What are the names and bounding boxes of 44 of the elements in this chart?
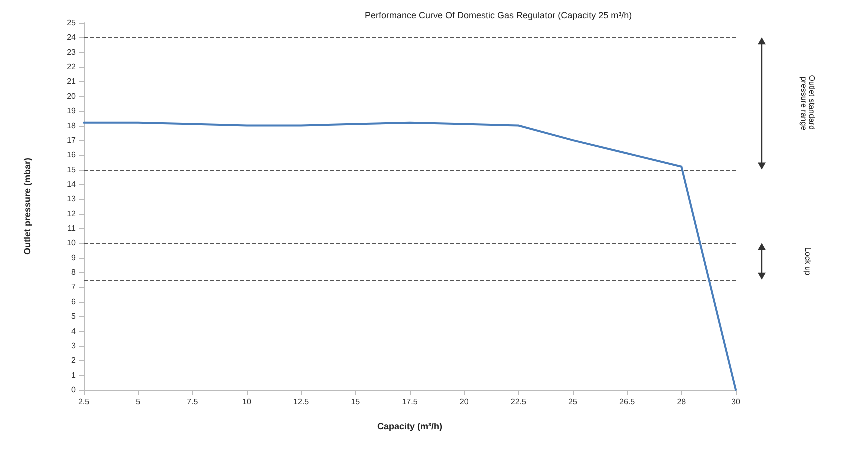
chart-title: Performance Curve Of Domestic Gas Regulator (Capacity 25 m³/h) bbox=[365, 10, 632, 20]
x-tick-label: 12.5 bbox=[294, 398, 310, 406]
x-tick-label: 7.5 bbox=[187, 398, 199, 406]
x-tick-label: 30 bbox=[732, 398, 741, 406]
x-tick-label: 5 bbox=[136, 398, 142, 406]
y-tick-label: 7 bbox=[72, 282, 77, 292]
y-tick-label: 19 bbox=[67, 106, 77, 116]
x-axis-title: Capacity (m³/h) bbox=[377, 422, 443, 432]
y-tick-label: 23 bbox=[67, 48, 77, 57]
x-tick-label: 15 bbox=[351, 398, 361, 406]
y-tick-label: 14 bbox=[67, 180, 77, 189]
x-tick-label: 17.5 bbox=[402, 398, 418, 406]
y-tick-label: 2 bbox=[72, 356, 77, 366]
y-axis-title: Outlet pressure (mbar) bbox=[22, 158, 32, 256]
y-tick-label: 16 bbox=[67, 150, 77, 160]
x-tick-label: 22.5 bbox=[510, 398, 527, 406]
y-tick-label: 12 bbox=[67, 209, 77, 218]
y-tick-label: 21 bbox=[67, 77, 77, 86]
x-tick-label: 20 bbox=[460, 398, 470, 406]
y-tick-label: 9 bbox=[72, 253, 77, 262]
y-tick-label: 8 bbox=[72, 268, 77, 278]
y-tick-label: 0 bbox=[72, 386, 77, 394]
y-tick-label: 25 bbox=[67, 18, 77, 28]
y-tick-label: 6 bbox=[72, 297, 77, 306]
text: Lock up bbox=[804, 248, 812, 276]
y-tick-label: 20 bbox=[67, 92, 77, 101]
x-tick-label: 26.5 bbox=[620, 398, 636, 406]
y-tick-label: 1 bbox=[72, 370, 77, 380]
y-tick-label: 5 bbox=[72, 312, 77, 322]
y-tick-label: 17 bbox=[67, 136, 77, 145]
x-tick-label: 2.5 bbox=[78, 398, 90, 406]
y-tick-label: 13 bbox=[67, 194, 77, 204]
y-tick-label: 15 bbox=[67, 165, 77, 174]
x-tick-label: 10 bbox=[242, 398, 252, 406]
y-tick-label: 4 bbox=[72, 326, 77, 336]
x-tick-label: 28 bbox=[677, 398, 687, 406]
text: Outlet standard pressure range bbox=[800, 75, 816, 132]
y-tick-label: 22 bbox=[67, 62, 77, 72]
y-tick-label: 10 bbox=[67, 238, 77, 248]
y-tick-label: 24 bbox=[67, 33, 77, 42]
y-tick-label: 3 bbox=[72, 341, 77, 350]
x-tick-label: 25 bbox=[568, 398, 578, 406]
y-tick-label: 18 bbox=[67, 121, 77, 130]
y-tick-label: 11 bbox=[68, 224, 77, 234]
